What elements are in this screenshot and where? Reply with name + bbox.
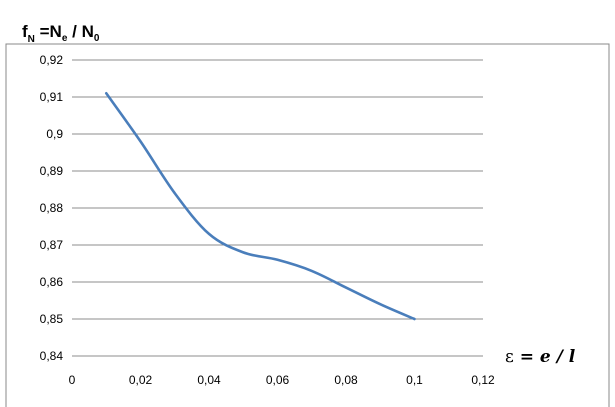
x-tick-label: 0,04 [197,373,221,387]
y-tick-label: 0,89 [40,164,64,178]
y-tick-label: 0,84 [40,349,64,363]
series-line [104,92,416,321]
y-tick-label: 0,88 [40,201,64,215]
x-tick-label: 0,12 [471,373,495,387]
x-axis-label: ε = e / l [505,347,576,367]
series-group [104,92,416,321]
x-tick-label: 0,1 [406,373,423,387]
x-tick-label: 0,02 [129,373,153,387]
x-tick-label: 0,08 [334,373,358,387]
y-axis-label: fN =Ne / N0 [22,22,100,45]
y-tick-labels: 0,84 0,85 0,86 0,87 0,88 0,89 0,9 0,91 0,92 [40,53,64,363]
chart-frame [5,43,610,407]
y-tick-label: 0,91 [40,90,64,104]
y-tick-label: 0,86 [40,275,64,289]
y-tick-label: 0,87 [40,238,64,252]
y-tick-label: 0,9 [46,127,63,141]
gridlines [72,59,483,357]
x-tick-label: 0 [69,373,76,387]
y-tick-label: 0,85 [40,312,64,326]
y-tick-label: 0,92 [40,53,64,67]
x-tick-labels: 0 0,02 0,04 0,06 0,08 0,1 0,12 [69,373,495,387]
x-tick-label: 0,06 [266,373,290,387]
